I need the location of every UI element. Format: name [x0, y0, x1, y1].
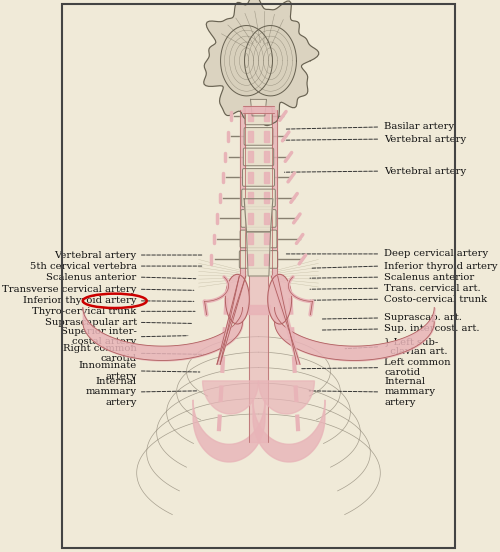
Polygon shape [250, 99, 266, 116]
Text: Suprascap. art.: Suprascap. art. [384, 314, 462, 322]
Ellipse shape [268, 274, 291, 324]
Text: Superior inter-
costal artery: Superior inter- costal artery [61, 327, 136, 347]
Text: } Left sub-
  clavian art.: } Left sub- clavian art. [384, 337, 448, 357]
Text: Deep cervical artery: Deep cervical artery [384, 250, 488, 258]
Text: Sup. intercost. art.: Sup. intercost. art. [384, 325, 480, 333]
Text: Vertebral artery: Vertebral artery [384, 135, 466, 144]
Text: Basilar artery: Basilar artery [384, 123, 454, 131]
Bar [264, 131, 269, 142]
Bar [248, 213, 253, 224]
Text: Left common
carotid: Left common carotid [384, 358, 451, 378]
Bar [264, 172, 269, 183]
Bar [264, 213, 269, 224]
Polygon shape [204, 0, 318, 126]
Bar [264, 110, 269, 121]
Polygon shape [272, 110, 278, 276]
Bar [248, 172, 253, 183]
Bar [248, 151, 253, 162]
Text: Internal
mammary
artery: Internal mammary artery [384, 377, 436, 407]
Bar [248, 131, 253, 142]
FancyBboxPatch shape [245, 107, 272, 125]
FancyBboxPatch shape [242, 168, 274, 186]
Text: Thyro-cervical trunk: Thyro-cervical trunk [32, 307, 136, 316]
Polygon shape [244, 199, 273, 232]
Bar [264, 151, 269, 162]
Polygon shape [202, 381, 258, 414]
Polygon shape [246, 305, 270, 314]
Polygon shape [240, 110, 246, 276]
Text: Trans. cervical art.: Trans. cervical art. [384, 284, 481, 293]
Bar [264, 254, 269, 265]
Bar [248, 193, 253, 204]
Polygon shape [258, 381, 314, 414]
Text: Costo-cervical trunk: Costo-cervical trunk [384, 295, 488, 304]
Text: Inferior thyroid artery: Inferior thyroid artery [23, 296, 136, 305]
Bar [248, 233, 253, 245]
Polygon shape [217, 276, 246, 364]
Text: Vertebral artery: Vertebral artery [54, 251, 136, 259]
Polygon shape [242, 106, 274, 113]
Polygon shape [244, 25, 296, 96]
Text: Innominate
artery: Innominate artery [78, 361, 136, 381]
Polygon shape [246, 232, 270, 276]
Polygon shape [272, 276, 300, 364]
FancyBboxPatch shape [241, 210, 276, 227]
Text: Scalenus anterior: Scalenus anterior [46, 273, 136, 282]
Ellipse shape [226, 274, 250, 324]
Bar [264, 193, 269, 204]
Text: Transverse cervical artery: Transverse cervical artery [2, 285, 136, 294]
Text: Internal
mammary
artery: Internal mammary artery [86, 377, 136, 407]
Bar [248, 110, 253, 121]
Bar [264, 233, 269, 245]
Text: Suprascapular art: Suprascapular art [44, 318, 136, 327]
Text: Vertebral artery: Vertebral artery [384, 167, 466, 176]
Text: 5th cervical vertebra: 5th cervical vertebra [30, 262, 136, 270]
Polygon shape [249, 276, 268, 442]
FancyBboxPatch shape [240, 251, 278, 268]
FancyBboxPatch shape [244, 128, 273, 145]
FancyBboxPatch shape [242, 189, 276, 207]
FancyBboxPatch shape [240, 230, 277, 248]
Text: Scalenus anterior: Scalenus anterior [384, 273, 474, 282]
FancyBboxPatch shape [244, 148, 274, 166]
Bar [248, 254, 253, 265]
Polygon shape [220, 25, 272, 96]
Text: Right common
carotid: Right common carotid [63, 343, 136, 363]
Text: Inferior thyroid artery: Inferior thyroid artery [384, 262, 498, 270]
